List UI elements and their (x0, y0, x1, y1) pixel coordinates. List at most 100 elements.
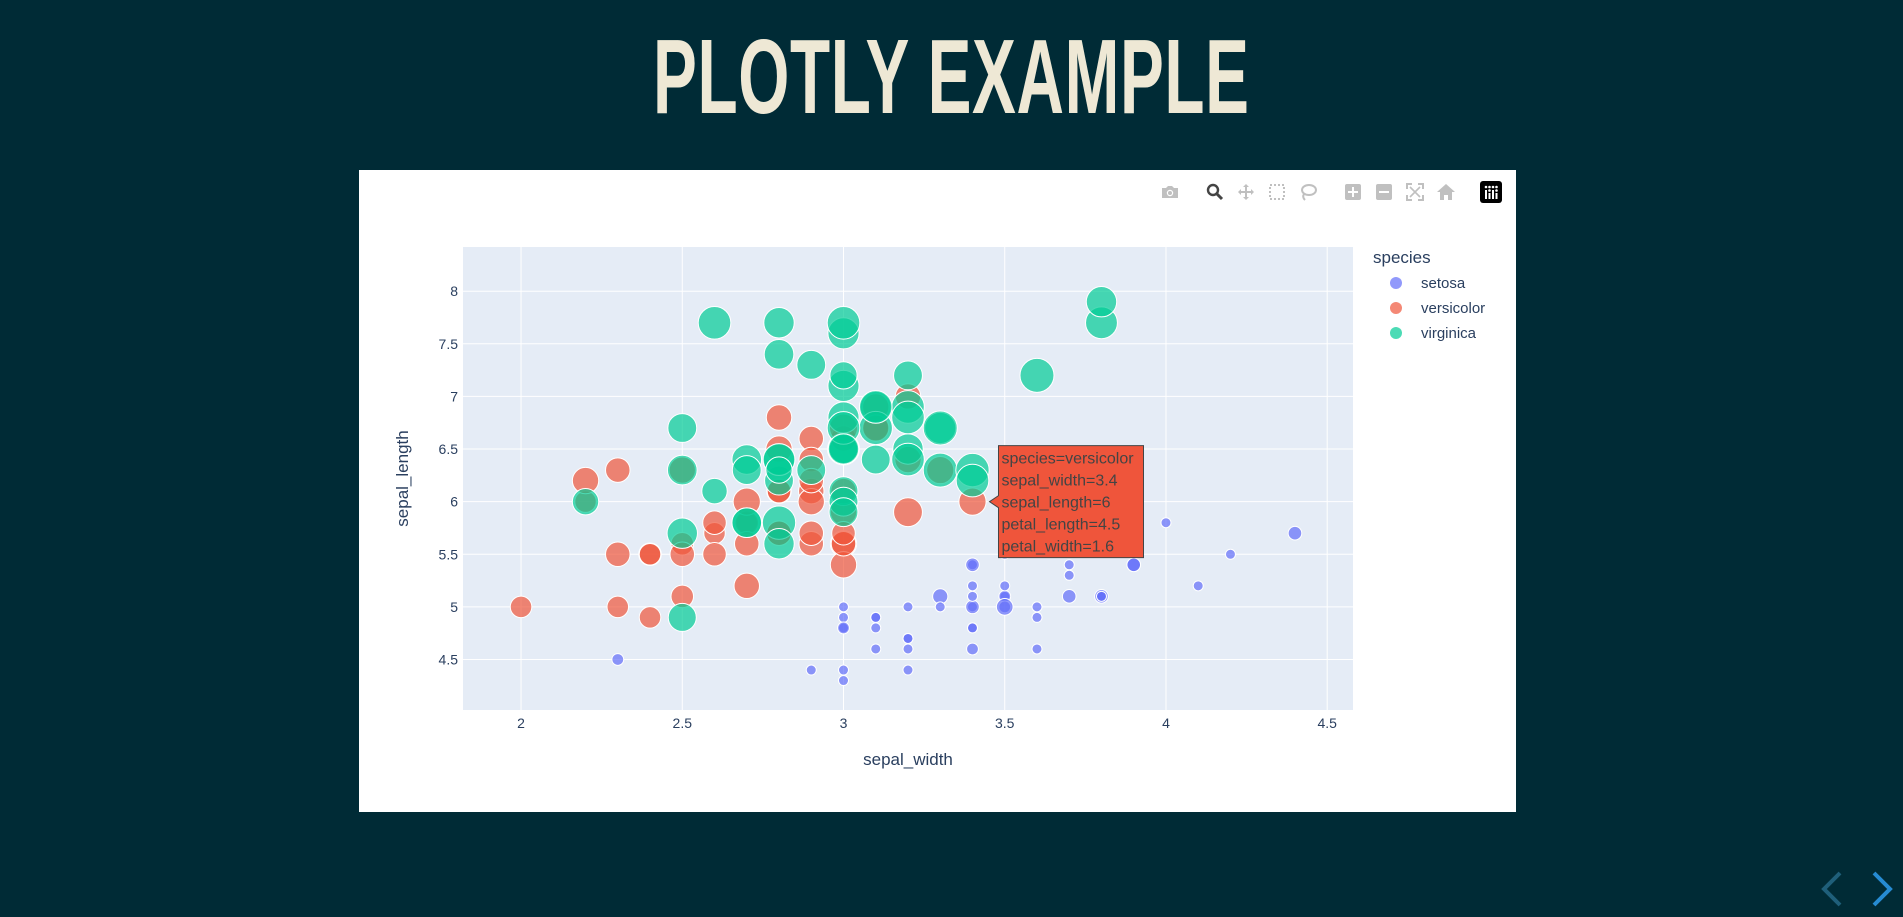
data-point-setosa (838, 664, 850, 676)
next-slide-arrow-icon[interactable] (1868, 869, 1898, 909)
data-point-setosa (1287, 525, 1303, 541)
modebar (1152, 179, 1504, 205)
data-point-setosa (1095, 590, 1107, 602)
pan-icon[interactable] (1233, 179, 1259, 205)
legend-marker-setosa (1390, 277, 1402, 289)
y-tick-label: 6 (450, 494, 458, 510)
data-point-virginica (826, 305, 861, 340)
data-point-virginica (891, 442, 925, 477)
data-point-virginica (701, 477, 728, 505)
data-point-versicolor (605, 541, 631, 568)
data-point-setosa (1031, 601, 1043, 613)
data-point-setosa (902, 632, 914, 644)
hover-tooltip-line: sepal_length=6 (1001, 495, 1110, 512)
zoom-in-icon[interactable] (1340, 179, 1366, 205)
x-tick-label: 2 (517, 715, 525, 731)
data-point-setosa (1224, 548, 1236, 560)
hover-tooltip-line: sepal_width=3.4 (1001, 473, 1117, 490)
data-point-versicolor (605, 457, 631, 483)
data-point-virginica (763, 307, 795, 339)
data-point-versicolor (765, 404, 793, 431)
data-point-virginica (667, 602, 697, 632)
data-point-versicolor (702, 541, 727, 567)
data-point-virginica (763, 528, 795, 560)
data-point-virginica (922, 410, 958, 446)
y-tick-label: 4.5 (439, 651, 459, 667)
x-tick-label: 2.5 (673, 715, 693, 731)
plotly-logo-icon[interactable] (1478, 179, 1504, 205)
data-point-setosa (965, 557, 980, 573)
data-point-virginica (667, 413, 698, 443)
data-point-setosa (999, 580, 1011, 592)
data-point-setosa (966, 622, 978, 634)
data-point-virginica (893, 360, 923, 391)
y-tick-label: 7 (450, 388, 458, 404)
data-point-versicolor (638, 606, 662, 629)
data-point-virginica (1085, 286, 1118, 318)
data-point-virginica (858, 390, 893, 424)
data-point-virginica (571, 487, 600, 516)
legend-marker-versicolor (1390, 302, 1402, 314)
data-point-setosa (966, 642, 979, 656)
data-point-virginica (955, 463, 990, 498)
data-point-versicolor (893, 497, 923, 528)
data-point-virginica (765, 456, 793, 484)
box-select-icon[interactable] (1264, 179, 1290, 205)
data-point-setosa (838, 601, 850, 613)
data-point-versicolor (606, 595, 630, 619)
y-tick-label: 5 (450, 599, 458, 615)
data-point-setosa (1031, 611, 1043, 623)
data-point-virginica (860, 444, 891, 475)
data-point-versicolor (702, 510, 727, 535)
camera-icon[interactable] (1157, 179, 1183, 205)
data-point-virginica (827, 433, 860, 465)
reset-axes-icon[interactable] (1433, 179, 1459, 205)
data-point-setosa (837, 621, 850, 635)
legend-label-setosa: setosa (1421, 275, 1466, 292)
data-point-virginica (731, 455, 762, 486)
x-tick-label: 4 (1162, 715, 1170, 731)
data-point-setosa (870, 611, 882, 623)
data-point-virginica (697, 305, 732, 340)
y-tick-label: 6.5 (439, 441, 459, 457)
data-point-setosa (611, 653, 625, 666)
data-point-setosa (902, 601, 914, 613)
previous-slide-arrow-icon[interactable] (1816, 869, 1846, 909)
zoom-out-icon[interactable] (1371, 179, 1397, 205)
data-point-virginica (1019, 357, 1055, 393)
data-point-virginica (891, 400, 925, 435)
data-point-setosa (995, 598, 1014, 616)
legend-marker-virginica (1390, 327, 1402, 339)
zoom-icon[interactable] (1202, 179, 1228, 205)
hover-tooltip-line: species=versicolor (1001, 451, 1134, 468)
data-point-setosa (965, 599, 980, 615)
data-point-setosa (966, 580, 978, 592)
data-point-virginica (731, 507, 763, 539)
data-point-versicolor (733, 572, 760, 600)
data-point-virginica (666, 517, 698, 549)
legend-label-virginica: virginica (1421, 325, 1477, 342)
data-point-versicolor (509, 595, 533, 619)
y-tick-label: 7.5 (439, 336, 459, 352)
data-point-virginica (829, 361, 858, 390)
x-axis-title: sepal_width (863, 750, 953, 769)
data-point-setosa (902, 664, 914, 676)
y-tick-label: 5.5 (439, 546, 459, 562)
data-point-setosa (1192, 580, 1204, 592)
data-point-setosa (1031, 643, 1043, 655)
x-tick-label: 3.5 (995, 715, 1015, 731)
data-point-setosa (934, 601, 946, 613)
data-point-setosa (838, 675, 850, 687)
data-point-setosa (1126, 557, 1142, 573)
slide-title: PLOTLY EXAMPLE (652, 18, 1250, 136)
data-point-virginica (796, 349, 827, 380)
y-tick-label: 8 (450, 283, 458, 299)
data-point-setosa (1061, 589, 1077, 604)
data-point-setosa (870, 622, 882, 634)
plot-container: 2 2.5 3 3.5 4 4.5 4.5 5 5.5 6 6.5 7 7.5 8 sepal_width s… (359, 170, 1516, 812)
lasso-select-icon[interactable] (1295, 179, 1321, 205)
data-point-setosa (870, 643, 882, 655)
scatter-chart[interactable]: 2 2.5 3 3.5 4 4.5 4.5 5 5.5 6 6.5 7 7.5 8 sepal_width s… (359, 170, 1516, 812)
data-point-setosa (1063, 559, 1075, 571)
autoscale-icon[interactable] (1402, 179, 1428, 205)
